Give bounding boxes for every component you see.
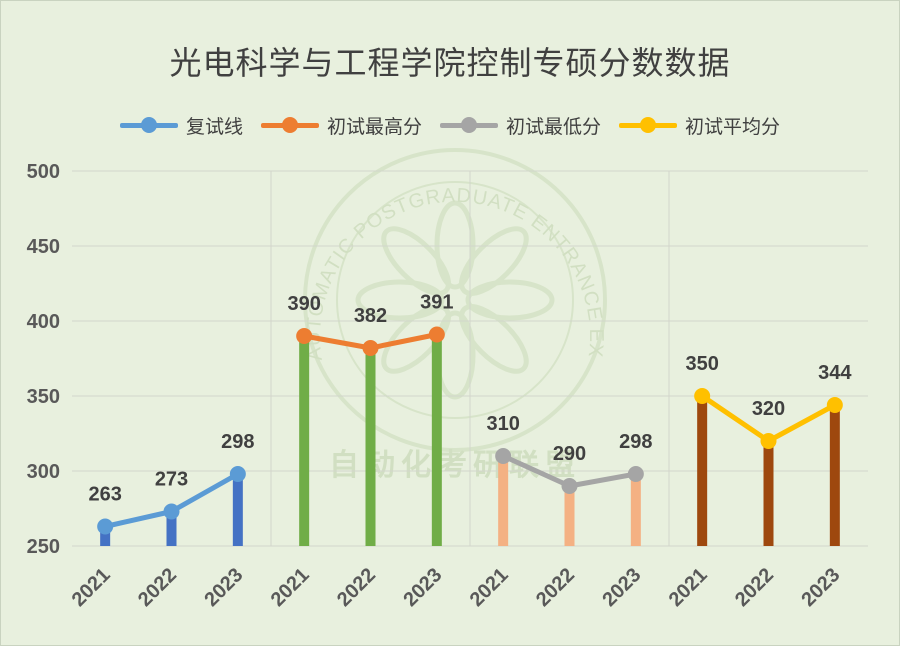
legend-label-avg: 初试平均分 xyxy=(685,115,781,138)
x-tick-label: 2022 xyxy=(731,564,778,611)
data-point xyxy=(229,466,246,482)
legend-item-fushixian[interactable]: 复试线 xyxy=(119,112,243,139)
legend-item-max[interactable]: 初试最高分 xyxy=(260,112,422,139)
x-tick-label: 2021 xyxy=(68,564,115,611)
data-point xyxy=(163,503,180,520)
legend-item-avg[interactable]: 初试平均分 xyxy=(619,112,780,139)
bar xyxy=(232,474,243,546)
y-tick-label: 450 xyxy=(27,236,60,258)
y-tick-label: 350 xyxy=(27,386,60,408)
bar xyxy=(564,486,575,546)
watermark-leaf xyxy=(355,279,445,321)
data-label: 273 xyxy=(155,469,188,491)
bar xyxy=(630,474,641,546)
data-point xyxy=(495,448,512,464)
y-tick-label: 300 xyxy=(27,461,60,483)
y-tick-label: 500 xyxy=(27,161,60,183)
legend-label-fushixian: 复试线 xyxy=(185,115,243,138)
data-point xyxy=(760,433,777,449)
data-point xyxy=(826,397,843,413)
x-tick-label: 2022 xyxy=(333,564,380,611)
bar xyxy=(431,334,442,546)
x-tick-label: 2022 xyxy=(532,564,579,611)
legend-marker-avg xyxy=(619,115,678,135)
legend-label-min: 初试最低分 xyxy=(506,115,602,138)
legend-marker-fushixian xyxy=(119,115,178,135)
bar xyxy=(166,511,177,546)
watermark-leaf xyxy=(459,304,529,374)
legend-marker-max xyxy=(260,115,319,135)
y-tick-label: 250 xyxy=(27,536,60,558)
data-label: 298 xyxy=(221,431,254,453)
data-point xyxy=(561,478,578,494)
bar xyxy=(697,396,708,546)
x-tick-label: 2023 xyxy=(200,564,247,611)
x-tick-label: 2023 xyxy=(797,564,844,611)
bar xyxy=(365,348,376,546)
data-label: 298 xyxy=(619,431,652,453)
data-label: 310 xyxy=(486,413,519,435)
legend: 复试线 初试最高分 初试最低分 初试平均分 xyxy=(0,108,900,142)
x-tick-label: 2021 xyxy=(665,564,712,611)
data-point xyxy=(428,326,445,343)
bar xyxy=(829,405,840,546)
data-label: 391 xyxy=(420,292,453,314)
chart-title: 光电科学与工程学院控制专硕分数数据 xyxy=(169,44,731,82)
data-label: 344 xyxy=(818,362,852,384)
bar xyxy=(100,526,111,546)
watermark-leaf xyxy=(434,200,476,290)
watermark-leaf xyxy=(465,279,555,321)
data-point xyxy=(694,388,711,404)
data-label: 320 xyxy=(752,398,785,420)
bar xyxy=(299,336,310,546)
bar xyxy=(498,456,509,546)
x-tick-label: 2021 xyxy=(267,564,314,611)
watermark-inner-ring xyxy=(336,181,574,419)
data-label: 263 xyxy=(88,484,121,506)
x-tick-label: 2021 xyxy=(466,564,513,611)
data-label: 350 xyxy=(685,353,718,375)
data-point xyxy=(362,340,379,356)
x-tick-label: 2023 xyxy=(399,564,446,611)
legend-label-max: 初试最高分 xyxy=(326,115,422,138)
data-point xyxy=(97,518,114,535)
data-label: 390 xyxy=(287,293,320,315)
data-label: 290 xyxy=(553,443,586,465)
watermark-leaf xyxy=(381,304,451,374)
data-point xyxy=(296,328,313,344)
data-point xyxy=(627,466,644,482)
x-tick-label: 2023 xyxy=(598,564,645,611)
watermark-leaf xyxy=(434,310,476,400)
legend-item-min[interactable]: 初试最低分 xyxy=(440,112,601,139)
watermark-leaf xyxy=(459,226,529,296)
watermark-leaf xyxy=(381,226,451,296)
data-label: 382 xyxy=(354,305,387,327)
x-tick-label: 2022 xyxy=(134,564,181,611)
watermark-outer-ring xyxy=(303,148,607,452)
legend-marker-min xyxy=(440,115,498,135)
y-tick-label: 400 xyxy=(27,311,60,333)
bar xyxy=(763,441,774,546)
